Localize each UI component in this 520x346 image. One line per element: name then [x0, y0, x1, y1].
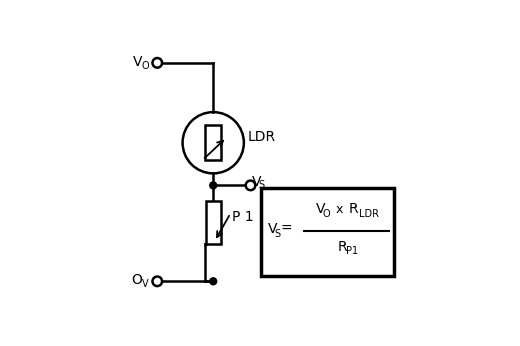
Circle shape [152, 276, 162, 286]
Text: P1: P1 [346, 246, 358, 256]
Text: O: O [322, 209, 330, 219]
Text: O: O [141, 61, 149, 71]
Text: P 1: P 1 [232, 210, 253, 224]
Text: R: R [348, 202, 358, 216]
Bar [261, 188, 394, 276]
Circle shape [246, 181, 255, 190]
Text: V: V [268, 222, 277, 236]
Text: V: V [133, 55, 142, 69]
Text: R: R [337, 240, 347, 254]
Bar [205, 126, 221, 160]
Text: V: V [142, 280, 149, 290]
Circle shape [210, 182, 217, 189]
Circle shape [210, 278, 217, 285]
Text: x: x [336, 203, 343, 216]
Text: LDR: LDR [248, 130, 276, 144]
Text: V: V [316, 202, 326, 216]
Text: S: S [258, 180, 264, 190]
Text: S: S [274, 229, 280, 239]
Circle shape [152, 58, 162, 67]
Bar [206, 201, 220, 244]
Text: LDR: LDR [358, 209, 379, 219]
Circle shape [183, 112, 244, 173]
Text: V: V [252, 175, 262, 189]
Text: O: O [132, 273, 142, 287]
Text: =: = [281, 222, 292, 236]
